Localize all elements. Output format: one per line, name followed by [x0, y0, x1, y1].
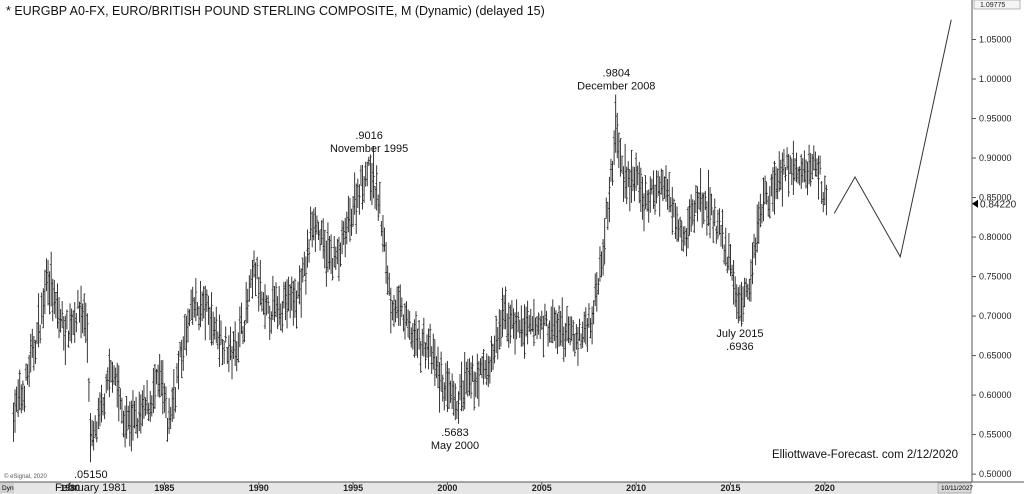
- x-tick-label: 1985: [154, 483, 174, 493]
- x-ticks-group: 1980 1985 1990 1995 2000 2005 2010 2015 2020: [60, 482, 835, 493]
- annotation-date: December 2008: [577, 81, 655, 93]
- price-axis-panel: [972, 0, 1024, 482]
- esignal-copyright: © eSignal, 2020: [4, 473, 47, 480]
- x-tick-label: 2000: [437, 483, 457, 493]
- annotation-value: .05150: [74, 469, 108, 481]
- y-tick-label: 0.65000: [979, 351, 1012, 361]
- y-tick-label: 0.95000: [979, 114, 1012, 124]
- last-price-arrow: [972, 199, 978, 208]
- date-end-label: 10/11/2027: [941, 485, 973, 492]
- y-tick-label: 1.00000: [979, 74, 1012, 84]
- annotation-date: .6936: [726, 341, 754, 353]
- y-tick-label: 0.75000: [979, 272, 1012, 282]
- x-tick-label: 1995: [343, 483, 363, 493]
- annotation-date: May 2000: [431, 440, 479, 452]
- y-tick-label: 0.80000: [979, 232, 1012, 242]
- dyn-label: Dyn: [2, 485, 14, 492]
- annotation-date: November 1995: [330, 143, 408, 155]
- price-top-label: 1.09775: [980, 2, 1005, 9]
- annotation-value: .5683: [441, 427, 469, 439]
- last-price-label: 0.84220: [980, 200, 1017, 211]
- chart-title: * EURGBP A0-FX, EURO/BRITISH POUND STERL…: [6, 4, 545, 18]
- y-tick-label: 0.50000: [979, 469, 1012, 479]
- price-top-label-box: [973, 0, 1021, 10]
- watermark-text: Elliottwave-Forecast. com 2/12/2020: [772, 449, 958, 461]
- annotation-date: February 1981: [55, 482, 127, 494]
- x-tick-label: 1990: [249, 483, 269, 493]
- x-tick-label: 1980: [60, 483, 80, 493]
- last-price-marker: 0.84220: [972, 199, 1017, 211]
- projection-group: [833, 19, 952, 259]
- x-tick-label: 2010: [626, 483, 646, 493]
- y-tick-label: 0.85000: [979, 193, 1012, 203]
- annotation-value: July 2015: [716, 328, 763, 340]
- x-tick-label: 2020: [815, 483, 835, 493]
- y-tick-label: 0.60000: [979, 390, 1012, 400]
- y-tick-label: 0.90000: [979, 153, 1012, 163]
- x-tick-label: 2015: [720, 483, 740, 493]
- y-tick-label: 1.05000: [979, 35, 1012, 45]
- time-axis-panel: [0, 482, 972, 494]
- y-tick-label: 0.70000: [979, 311, 1012, 321]
- projection-line: [833, 19, 952, 259]
- dyn-label-box: [0, 483, 14, 493]
- annotation-value: .9016: [355, 130, 383, 142]
- ohlc-bars-group: [12, 94, 828, 463]
- annotation-value: .9804: [603, 68, 631, 80]
- x-tick-label: 2005: [532, 483, 552, 493]
- y-ticks-group: 1.05000 1.00000 0.95000 0.90000 0.85000 0.800…: [972, 35, 1012, 479]
- date-end-box: [937, 482, 972, 494]
- y-tick-label: 0.55000: [979, 430, 1012, 440]
